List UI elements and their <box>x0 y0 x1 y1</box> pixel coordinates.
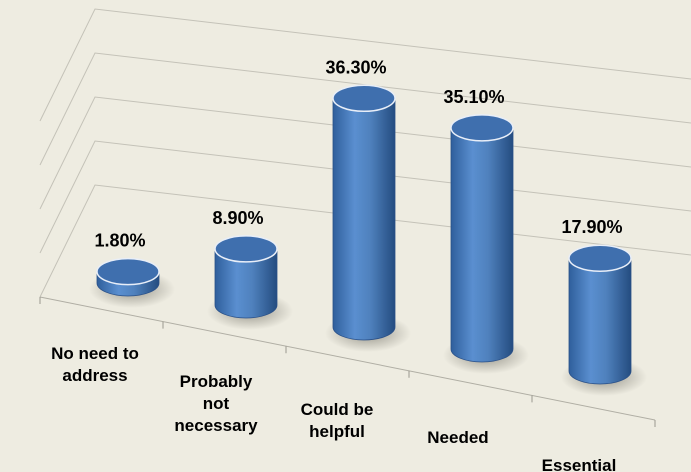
grid-line <box>39 52 691 166</box>
value-label: 1.80% <box>94 231 145 251</box>
x-tick-label: Could be helpful <box>300 400 374 441</box>
floor-edge <box>39 296 656 421</box>
bar <box>568 257 632 385</box>
grid-line <box>39 8 691 122</box>
bar-top <box>568 244 632 272</box>
value-label: 8.90% <box>212 208 263 228</box>
bar-top <box>450 114 514 142</box>
value-label: 17.90% <box>561 217 622 237</box>
x-tick-label: Probably not necessary <box>174 372 258 435</box>
bar <box>214 248 278 319</box>
bar <box>450 127 514 363</box>
bar-top <box>332 84 396 113</box>
x-tick-label: No need to address <box>51 344 139 385</box>
x-tick-label: Essential <box>541 456 617 472</box>
bar <box>332 97 396 341</box>
x-tick-label: Needed <box>427 428 489 447</box>
value-label: 35.10% <box>443 87 504 107</box>
bar-top <box>214 235 278 263</box>
bar-top <box>96 257 160 286</box>
value-label: 36.30% <box>325 57 386 77</box>
